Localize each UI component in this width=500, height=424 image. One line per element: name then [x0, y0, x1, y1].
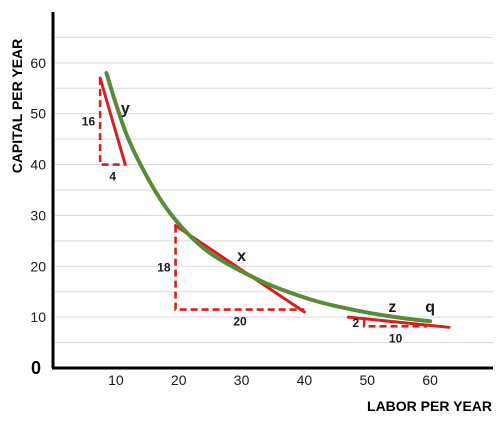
y-tick-label: 30	[30, 207, 46, 223]
tangent-line-y	[98, 76, 127, 167]
y-tick-label: 20	[30, 258, 46, 274]
rise-label: 2	[352, 316, 359, 330]
grid	[55, 36, 493, 344]
x-tick-label: 10	[108, 372, 124, 388]
x-tick-label: 50	[359, 372, 375, 388]
axes	[51, 12, 493, 370]
x-tick-label: 20	[171, 372, 187, 388]
run-label: 4	[109, 170, 116, 184]
labels: 10 20 30 40 50 60 10 20 30 40 50 60 16 4 18 20 2 10 y x z q	[30, 55, 438, 388]
point-label-x: x	[237, 248, 246, 265]
slope-triangle	[362, 319, 427, 328]
y-axis-title: CAPITAL PER YEAR	[9, 39, 25, 174]
tangent-lines	[98, 76, 451, 329]
slope-triangles	[98, 78, 427, 328]
x-tick-label: 60	[422, 372, 438, 388]
isoquant-curve-layer	[104, 71, 433, 324]
y-tick-label: 50	[30, 106, 46, 122]
x-tick-label: 40	[297, 372, 313, 388]
rise-label: 18	[157, 261, 171, 275]
point-label-z: z	[388, 299, 396, 316]
x-axis-title: LABOR PER YEAR	[367, 398, 492, 414]
y-tick-label: 60	[30, 55, 46, 71]
point-label-y: y	[121, 101, 130, 118]
run-label: 20	[233, 315, 247, 329]
rise-label: 16	[82, 114, 96, 128]
run-label: 10	[389, 331, 403, 345]
slope-triangle	[174, 225, 305, 311]
y-tick-label: 40	[30, 157, 46, 173]
x-tick-label: 30	[234, 372, 250, 388]
origin-label: 0	[31, 358, 41, 378]
point-label-q: q	[425, 299, 435, 316]
y-tick-label: 10	[30, 309, 46, 325]
isoquant-curve	[104, 71, 433, 324]
tangent-line-z	[346, 315, 451, 329]
slope-triangle	[98, 78, 126, 166]
